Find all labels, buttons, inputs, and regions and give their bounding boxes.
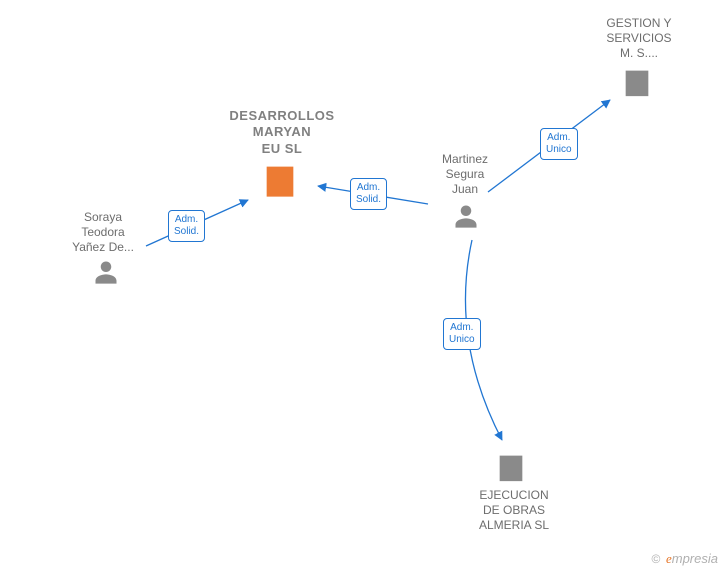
edge-label: Adm. Solid. bbox=[168, 210, 205, 242]
edge-label: Adm. Solid. bbox=[350, 178, 387, 210]
edge-label: Adm. Unico bbox=[443, 318, 481, 350]
copyright-symbol: © bbox=[652, 552, 661, 566]
node-label-c1: GESTION Y SERVICIOS M. S.... bbox=[584, 16, 694, 61]
network-diagram: { "diagram": { "type": "network", "width… bbox=[0, 0, 728, 575]
person-icon bbox=[452, 202, 480, 235]
building-icon bbox=[620, 65, 654, 104]
person-icon bbox=[92, 258, 120, 291]
watermark: © empresia bbox=[652, 551, 719, 567]
node-label-p2: Martinez Segura Juan bbox=[420, 152, 510, 197]
watermark-rest: mpresia bbox=[672, 551, 718, 566]
node-label-p1: Soraya Teodora Yañez De... bbox=[58, 210, 148, 255]
building-icon bbox=[494, 450, 528, 489]
building-icon bbox=[260, 160, 300, 205]
edge-label: Adm. Unico bbox=[540, 128, 578, 160]
node-label-main: DESARROLLOS MARYAN EU SL bbox=[212, 108, 352, 157]
node-label-c2: EJECUCION DE OBRAS ALMERIA SL bbox=[454, 488, 574, 533]
